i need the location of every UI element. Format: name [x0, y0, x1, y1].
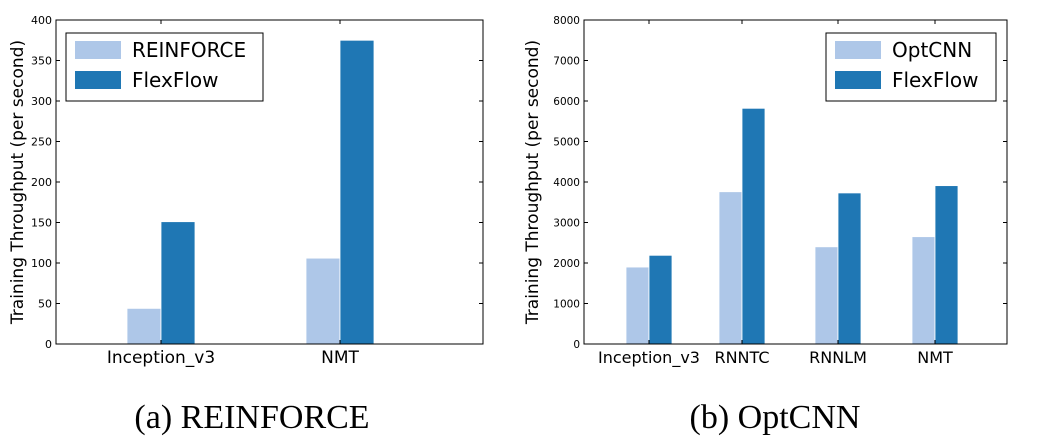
x-tick-label: RNNLM — [809, 348, 867, 367]
legend-swatch-reinforce — [75, 41, 121, 59]
legend-swatch-optcnn — [835, 41, 881, 59]
legend-label-reinforce: REINFORCE — [132, 38, 246, 62]
bar-reinforce-nmt — [305, 257, 341, 345]
bar-optcnn-rnntc — [718, 191, 743, 345]
y-tick-label: 0 — [573, 339, 580, 351]
legend: REINFORCE FlexFlow — [65, 32, 264, 102]
y-tick-label: 100 — [31, 257, 52, 270]
y-tick-label: 250 — [31, 136, 52, 149]
legend-swatch-flexflow — [835, 71, 881, 89]
y-tick-label: 50 — [38, 298, 52, 311]
y-tick-label: 200 — [31, 176, 52, 189]
y-tick-label: 400 — [31, 14, 52, 27]
chart-caption: (a) REINFORCE — [134, 399, 369, 436]
bar-flexflow-nmt — [339, 39, 375, 345]
y-tick-label: 1000 — [553, 299, 580, 311]
y-tick-label: 150 — [31, 217, 52, 230]
y-tick-label: 3000 — [553, 218, 580, 230]
chart-2: 0 1000 2000 3000 4000 5000 6000 7000 8000 Incepti… — [523, 15, 1008, 436]
bar-flexflow-rnntc — [741, 107, 766, 345]
legend: OptCNN FlexFlow — [825, 32, 997, 102]
bar-optcnn-rnnlm — [814, 246, 839, 345]
y-tick-label: 7000 — [553, 56, 580, 68]
y-tick-label: 300 — [31, 95, 52, 108]
bar-flexflow-rnnlm — [837, 192, 862, 345]
x-tick-label: NMT — [917, 348, 953, 367]
x-tick-label: Inception_v3 — [598, 348, 700, 368]
y-tick-label: 8000 — [553, 15, 580, 27]
legend-label-flexflow: FlexFlow — [132, 68, 219, 92]
y-axis-label: Training Throughput (per second) — [523, 40, 543, 325]
legend-swatch-flexflow — [75, 71, 121, 89]
legend-label-optcnn: OptCNN — [892, 38, 972, 62]
legend-label-flexflow: FlexFlow — [892, 68, 979, 92]
y-axis-label: Training Throughput (per second) — [8, 40, 28, 325]
bar-flexflow-nmt — [934, 185, 959, 345]
x-tick-label: NMT — [321, 348, 359, 368]
bar-optcnn-inception_v3 — [625, 266, 650, 345]
y-tick-label: 0 — [45, 338, 52, 351]
bar-flexflow-inception_v3 — [648, 254, 673, 345]
x-tick-label: Inception_v3 — [107, 348, 215, 368]
bar-reinforce-inception_v3 — [126, 307, 162, 345]
y-tick-label: 5000 — [553, 137, 580, 149]
y-tick-label: 6000 — [553, 96, 580, 108]
chart-caption: (b) OptCNN — [690, 399, 861, 436]
chart-1: 0 50 100 150 200 250 300 350 400 Inception_v3 NMT T… — [8, 14, 484, 436]
bar-optcnn-nmt — [911, 236, 936, 345]
bar-flexflow-inception_v3 — [160, 221, 196, 345]
y-tick-label: 4000 — [553, 177, 580, 189]
y-tick-label: 2000 — [553, 258, 580, 270]
x-tick-label: RNNTC — [714, 348, 769, 367]
y-tick-label: 350 — [31, 55, 52, 68]
